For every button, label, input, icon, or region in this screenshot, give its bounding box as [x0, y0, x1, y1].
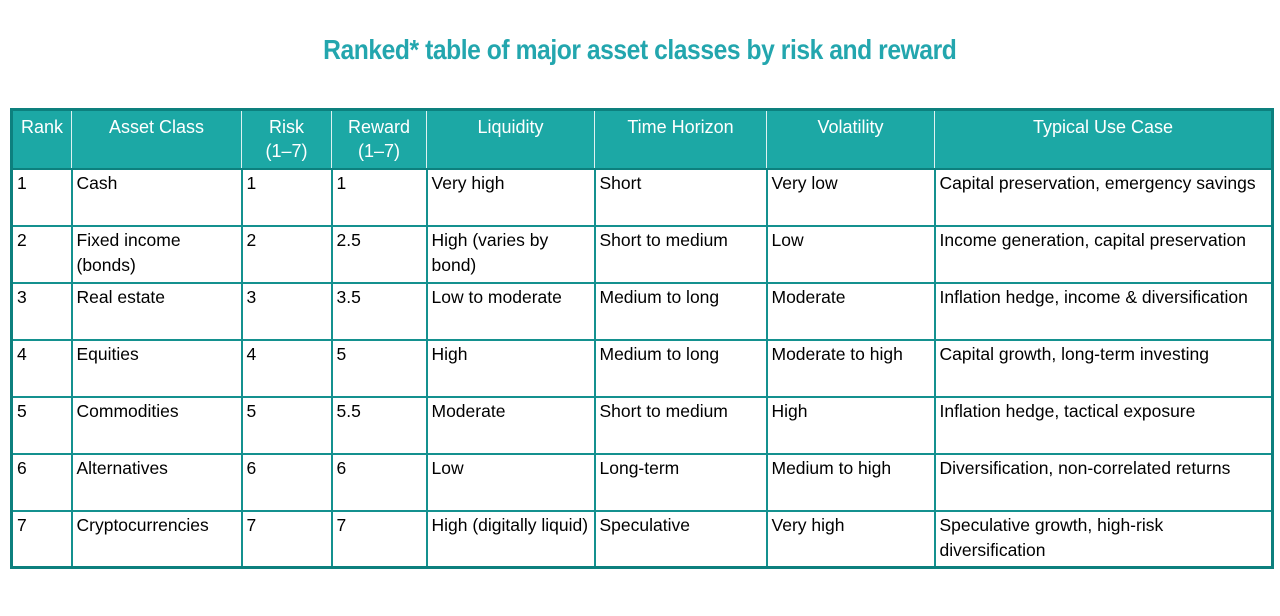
table-cell: Very high [765, 509, 936, 569]
table-cell: 5.5 [330, 395, 428, 455]
table-cell: Cash [70, 167, 243, 227]
table-cell: 6 [240, 452, 333, 512]
table-cell: Moderate [425, 395, 596, 455]
table-cell: High (varies by bond) [425, 224, 596, 284]
table-cell: Low [425, 452, 596, 512]
table-row: 4 Equities 4 5 High Medium to long Moderate to… [10, 338, 1274, 398]
table-cell: Speculative [593, 509, 768, 569]
table-cell: Very high [425, 167, 596, 227]
table-cell: Short to medium [593, 224, 768, 284]
table-cell: High (digitally liquid) [425, 509, 596, 569]
table-cell: Alternatives [70, 452, 243, 512]
table-cell: Speculative growth, high-risk diversific… [933, 509, 1274, 569]
table-cell: Medium to long [593, 338, 768, 398]
table-cell: High [425, 338, 596, 398]
table-cell: 6 [330, 452, 428, 512]
table-cell: 7 [240, 509, 333, 569]
table-cell: 2.5 [330, 224, 428, 284]
table-cell: Very low [765, 167, 936, 227]
table-cell: 1 [240, 167, 333, 227]
table-cell: 7 [330, 509, 428, 569]
column-header-typical-use-case: Typical Use Case [934, 108, 1274, 170]
table-row: 1 Cash 1 1 Very high Short Very low Capital pre… [10, 167, 1274, 227]
table-cell: 4 [10, 338, 73, 398]
table-cell: Moderate to high [765, 338, 936, 398]
table-cell: Inflation hedge, tactical exposure [933, 395, 1274, 455]
table-cell: 6 [10, 452, 73, 512]
table-cell: Long-term [593, 452, 768, 512]
table-cell: Cryptocurrencies [70, 509, 243, 569]
table-cell: 5 [240, 395, 333, 455]
table-row: 3 Real estate 3 3.5 Low to moderate Medium to… [10, 281, 1274, 341]
table-cell: 3 [10, 281, 73, 341]
table-row: 7 Cryptocurrencies 7 7 High (digitally liqui… [10, 509, 1274, 569]
column-header-reward: Reward (1–7) [331, 108, 427, 170]
table-cell: Capital preservation, emergency savings [933, 167, 1274, 227]
table-cell: 2 [240, 224, 333, 284]
table-cell: 5 [330, 338, 428, 398]
table-cell: Fixed income (bonds) [70, 224, 243, 284]
table-cell: Short to medium [593, 395, 768, 455]
table-cell: Inflation hedge, income & diversificatio… [933, 281, 1274, 341]
table-cell: Real estate [70, 281, 243, 341]
asset-class-table: Rank Asset Class Risk (1–7) Reward (1–7)… [10, 108, 1274, 570]
column-header-liquidity: Liquidity [426, 108, 595, 170]
table-row: 5 Commodities 5 5.5 Moderate Short to medium H… [10, 395, 1274, 455]
table-cell: Capital growth, long-term investing [933, 338, 1274, 398]
table-cell: 3 [240, 281, 333, 341]
table-cell: 2 [10, 224, 73, 284]
table-cell: 7 [10, 509, 73, 569]
column-header-time-horizon: Time Horizon [594, 108, 767, 170]
table-cell: Low to moderate [425, 281, 596, 341]
table-header: Rank Asset Class Risk (1–7) Reward (1–7)… [10, 108, 1274, 170]
table-cell: Commodities [70, 395, 243, 455]
table-cell: Equities [70, 338, 243, 398]
table-row: 2 Fixed income (bonds) 2 2.5 High (varies by… [10, 224, 1274, 284]
column-header-rank: Rank [10, 108, 72, 170]
table-cell: 5 [10, 395, 73, 455]
table-cell: Low [765, 224, 936, 284]
column-header-risk: Risk (1–7) [241, 108, 332, 170]
header-row: Rank Asset Class Risk (1–7) Reward (1–7)… [10, 108, 1274, 170]
table-body: 1 Cash 1 1 Very high Short Very low Capital pre… [10, 167, 1274, 569]
column-header-asset-class: Asset Class [71, 108, 242, 170]
table-cell: Medium to high [765, 452, 936, 512]
table-cell: Medium to long [593, 281, 768, 341]
table-row: 6 Alternatives 6 6 Low Long-term Medium to hig… [10, 452, 1274, 512]
table-cell: High [765, 395, 936, 455]
table-cell: 1 [330, 167, 428, 227]
table-cell: 3.5 [330, 281, 428, 341]
title-area: Ranked* table of major asset classes by … [0, 0, 1280, 108]
table-cell: 1 [10, 167, 73, 227]
table-cell: Diversification, non-correlated returns [933, 452, 1274, 512]
table-cell: Short [593, 167, 768, 227]
page-title: Ranked* table of major asset classes by … [323, 34, 957, 65]
table-cell: Moderate [765, 281, 936, 341]
table-cell: 4 [240, 338, 333, 398]
column-header-volatility: Volatility [766, 108, 935, 170]
table-cell: Income generation, capital preservation [933, 224, 1274, 284]
